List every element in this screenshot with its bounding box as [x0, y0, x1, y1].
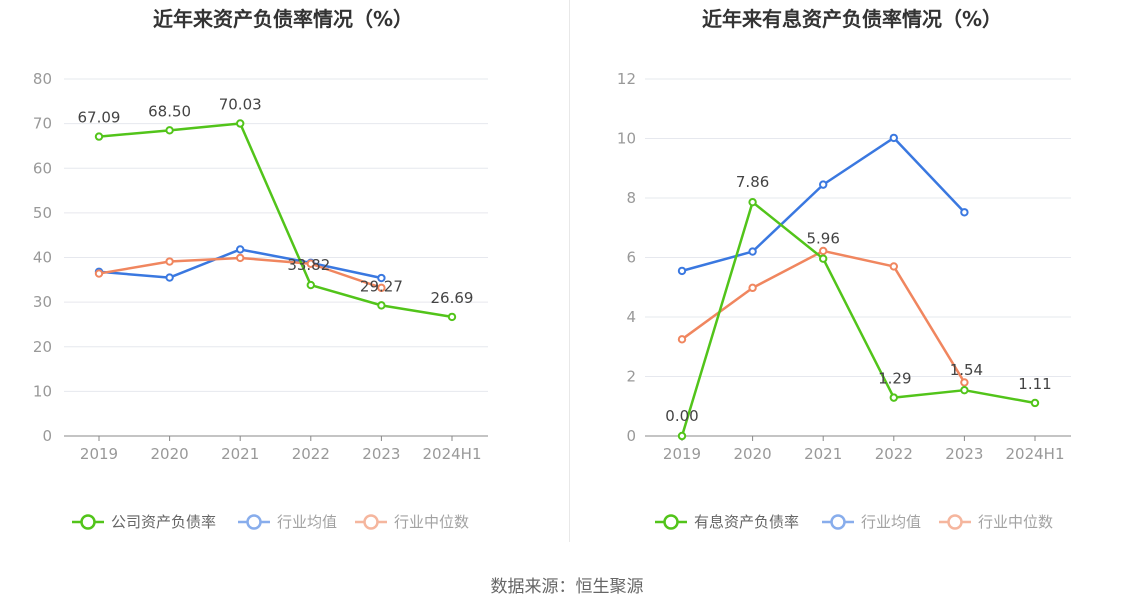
- y-tick-label: 10: [33, 382, 52, 400]
- legend-label: 行业中位数: [394, 513, 469, 531]
- y-tick-label: 70: [33, 115, 52, 133]
- data-point[interactable]: [165, 126, 174, 135]
- legend-item[interactable]: 有息资产负债率: [655, 513, 799, 531]
- y-tick-label: 20: [33, 338, 52, 356]
- data-label: 68.50: [148, 102, 191, 120]
- chart-divider: [569, 0, 570, 542]
- y-tick-label: 0: [626, 427, 636, 445]
- data-label: 33.82: [287, 256, 330, 274]
- legend-marker: [830, 514, 846, 530]
- data-point[interactable]: [306, 280, 315, 290]
- y-tick-label: 4: [626, 308, 636, 326]
- x-tick-label: 2020: [734, 445, 772, 463]
- data-point[interactable]: [236, 253, 245, 263]
- data-point[interactable]: [889, 393, 898, 402]
- data-label: 29.27: [360, 277, 403, 295]
- legend-marker: [80, 514, 96, 530]
- y-tick-label: 12: [617, 70, 636, 88]
- data-point[interactable]: [960, 385, 969, 395]
- legend-item[interactable]: 行业均值: [822, 513, 921, 531]
- y-tick-label: 50: [33, 204, 52, 222]
- legend-marker: [363, 514, 379, 530]
- data-point[interactable]: [306, 259, 315, 268]
- data-point[interactable]: [748, 283, 757, 293]
- data-point[interactable]: [165, 257, 174, 266]
- data-point[interactable]: [236, 119, 245, 128]
- series-line-0: [98, 122, 453, 319]
- data-point[interactable]: [748, 247, 757, 256]
- data-point[interactable]: [819, 246, 828, 256]
- legend-label: 有息资产负债率: [694, 513, 799, 531]
- x-tick-label: 2023: [945, 445, 983, 463]
- data-point[interactable]: [1030, 398, 1040, 408]
- legend-label: 行业均值: [861, 513, 921, 531]
- data-point[interactable]: [889, 262, 898, 271]
- data-point[interactable]: [447, 312, 457, 322]
- y-tick-label: 2: [626, 368, 636, 386]
- data-point[interactable]: [677, 431, 687, 441]
- legend-label: 行业中位数: [978, 513, 1053, 531]
- data-point[interactable]: [377, 301, 386, 310]
- data-point[interactable]: [960, 378, 969, 387]
- y-tick-label: 8: [626, 189, 636, 207]
- data-label: 67.09: [78, 109, 121, 127]
- y-tick-label: 6: [626, 249, 636, 267]
- legend-marker: [663, 514, 679, 530]
- data-point[interactable]: [819, 180, 828, 189]
- data-label: 7.86: [736, 173, 769, 191]
- data-point[interactable]: [819, 254, 828, 263]
- legend-item[interactable]: 行业中位数: [939, 513, 1053, 531]
- data-point[interactable]: [94, 269, 104, 278]
- data-point[interactable]: [94, 132, 104, 141]
- debt-ratio-chart: 近年来资产负债率情况（%） 0 10 20 30 40 50 60 70 80 2019 2020 2…: [33, 7, 488, 531]
- data-label: 1.54: [950, 361, 983, 379]
- interest-debt-ratio-chart: 近年来有息资产负债率情况（%） 0 2 4 6 8 10 12 2019 2020 2021 202…: [617, 7, 1071, 531]
- data-label: 0.00: [665, 407, 698, 425]
- data-source: 数据来源：恒生聚源: [490, 577, 644, 597]
- data-point[interactable]: [889, 133, 898, 143]
- data-label: 5.96: [806, 230, 839, 248]
- data-label: 1.11: [1018, 375, 1051, 393]
- y-tick-label: 10: [617, 130, 636, 148]
- x-tick-label: 2019: [663, 445, 701, 463]
- legend-item[interactable]: 行业均值: [238, 513, 337, 531]
- x-tick-label: 2024H1: [423, 445, 482, 463]
- data-point[interactable]: [377, 283, 386, 293]
- chart-title: 近年来资产负债率情况（%）: [153, 7, 413, 31]
- data-label: 26.69: [431, 289, 474, 307]
- data-point[interactable]: [236, 245, 245, 254]
- y-tick-label: 80: [33, 70, 52, 88]
- legend-item[interactable]: 公司资产负债率: [72, 513, 216, 531]
- data-point[interactable]: [677, 335, 687, 344]
- data-point[interactable]: [960, 208, 969, 217]
- legend-label: 行业均值: [277, 513, 337, 531]
- legend-label: 公司资产负债率: [111, 513, 216, 531]
- data-label: 1.29: [878, 370, 911, 388]
- data-point[interactable]: [165, 273, 174, 282]
- data-point[interactable]: [748, 197, 757, 207]
- data-label: 70.03: [219, 95, 262, 113]
- chart-title: 近年来有息资产负债率情况（%）: [702, 7, 1002, 31]
- x-tick-label: 2021: [221, 445, 259, 463]
- series-line-0: [680, 200, 1036, 437]
- x-tick-label: 2023: [362, 445, 400, 463]
- x-tick-label: 2022: [875, 445, 913, 463]
- y-tick-label: 0: [42, 427, 52, 445]
- y-tick-label: 40: [33, 249, 52, 267]
- data-point[interactable]: [377, 273, 386, 283]
- legend-item[interactable]: 行业中位数: [355, 513, 469, 531]
- legend-marker: [246, 514, 262, 530]
- series-line-2: [98, 256, 382, 290]
- y-tick-label: 60: [33, 159, 52, 177]
- x-tick-label: 2020: [151, 445, 189, 463]
- x-tick-label: 2019: [80, 445, 118, 463]
- x-tick-label: 2022: [292, 445, 330, 463]
- y-tick-label: 30: [33, 293, 52, 311]
- x-tick-label: 2021: [804, 445, 842, 463]
- data-point[interactable]: [677, 266, 687, 276]
- legend-marker: [947, 514, 963, 530]
- x-tick-label: 2024H1: [1006, 445, 1065, 463]
